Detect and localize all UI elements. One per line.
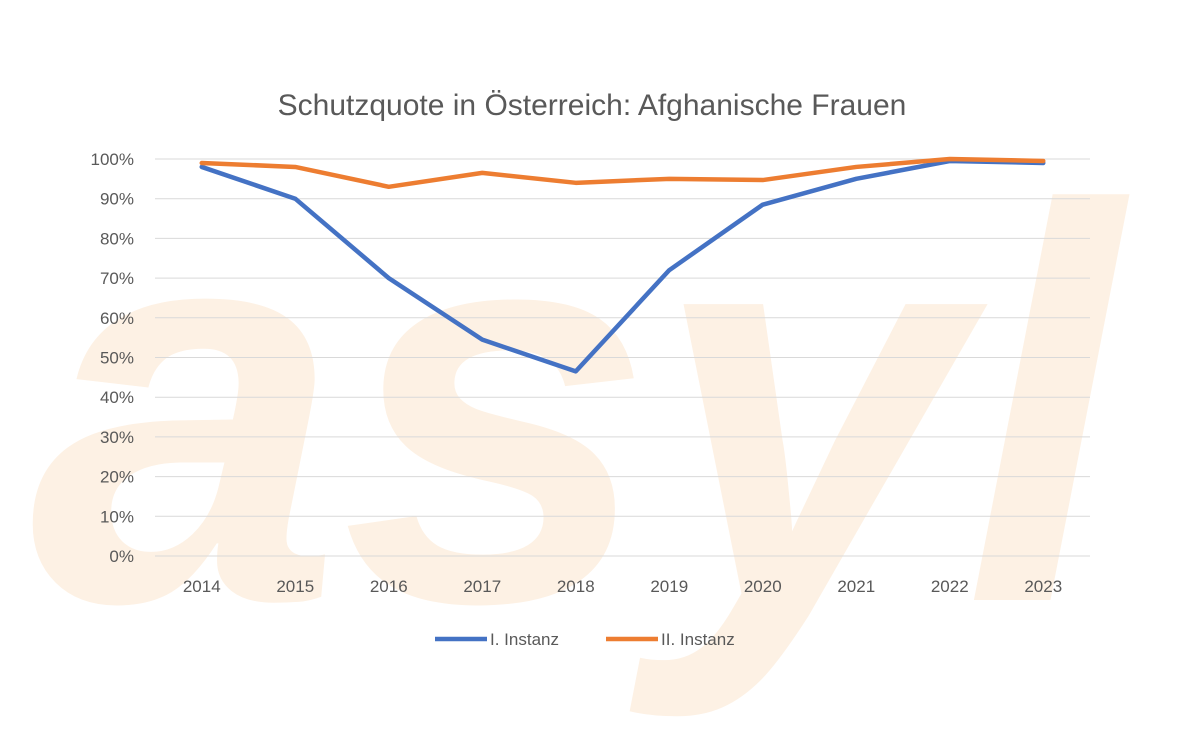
- series-line-1: [199, 158, 1046, 374]
- gridlines: [155, 158, 1090, 557]
- y-axis-ticks: 0% 10% 20% 30% 40% 50% 60% 70% 80% 90% 100%: [91, 150, 134, 566]
- x-tick-label: 2021: [837, 577, 875, 596]
- y-tick-label: 40%: [100, 388, 134, 407]
- legend-label: I. Instanz: [490, 630, 559, 649]
- y-tick-label: 0%: [109, 547, 134, 566]
- series-line-2: [199, 156, 1046, 190]
- asyl-watermark: asyl: [30, 93, 1131, 723]
- x-tick-label: 2015: [276, 577, 314, 596]
- y-tick-label: 90%: [100, 190, 134, 209]
- x-tick-label: 2020: [744, 577, 782, 596]
- y-tick-label: 20%: [100, 468, 134, 487]
- x-tick-label: 2023: [1024, 577, 1062, 596]
- series-lines: [199, 156, 1046, 374]
- y-tick-label: 60%: [100, 309, 134, 328]
- y-tick-label: 80%: [100, 229, 134, 248]
- y-tick-label: 100%: [91, 150, 134, 169]
- x-tick-label: 2014: [183, 577, 221, 596]
- chart-title: Schutzquote in Österreich: Afghanische F…: [278, 89, 907, 122]
- x-tick-label: 2022: [931, 577, 969, 596]
- legend: I. Instanz II. Instanz: [435, 630, 735, 649]
- y-tick-label: 50%: [100, 349, 134, 368]
- legend-label: II. Instanz: [661, 630, 735, 649]
- y-tick-label: 30%: [100, 428, 134, 447]
- x-tick-label: 2018: [557, 577, 595, 596]
- x-axis-ticks: 2014 2015 2016 2017 2018 2019 2020 2021 2022 2023: [183, 577, 1062, 596]
- y-tick-label: 70%: [100, 269, 134, 288]
- y-tick-label: 10%: [100, 507, 134, 526]
- x-tick-label: 2016: [370, 577, 408, 596]
- x-tick-label: 2017: [463, 577, 501, 596]
- x-tick-label: 2019: [650, 577, 688, 596]
